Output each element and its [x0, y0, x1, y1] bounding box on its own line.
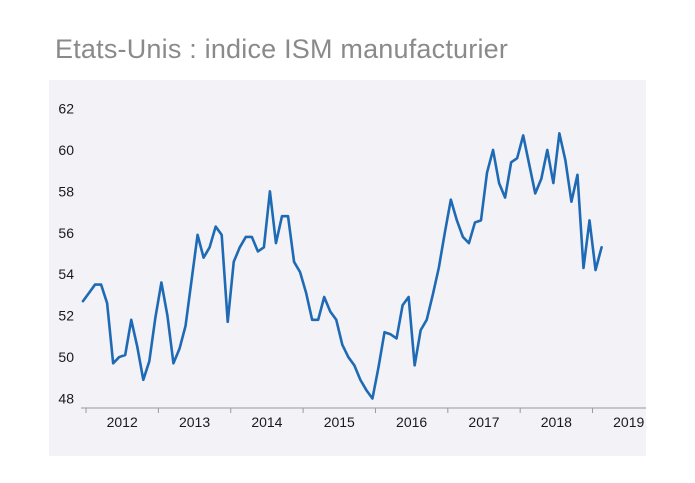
- series-layer: [81, 132, 603, 400]
- x-tick-label: 2013: [179, 414, 210, 430]
- x-tick-label: 2016: [396, 414, 427, 430]
- x-tick-label: 2019: [613, 414, 644, 430]
- y-tick-label: 54: [58, 266, 74, 282]
- x-tick-label: 2012: [107, 414, 138, 430]
- y-tick-label: 56: [58, 225, 74, 241]
- y-axis: 48 50 52 54 56 58 60 62: [58, 101, 74, 407]
- x-tick-label: 2018: [541, 414, 572, 430]
- x-tick-label: 2017: [468, 414, 499, 430]
- series-line: [81, 132, 603, 400]
- x-axis: 2012 2013 2014 2015 2016 2017 2018 2019: [81, 407, 646, 430]
- y-tick-label: 48: [58, 391, 74, 407]
- chart-title: Etats-Unis : indice ISM manufacturier: [55, 34, 509, 64]
- x-tick-label: 2014: [251, 414, 282, 430]
- y-tick-label: 62: [58, 101, 74, 117]
- y-tick-label: 58: [58, 183, 74, 199]
- y-tick-label: 60: [58, 142, 74, 158]
- y-tick-label: 50: [58, 349, 74, 365]
- y-tick-label: 52: [58, 308, 74, 324]
- x-tick-label: 2015: [324, 414, 355, 430]
- chart-panel: [49, 80, 646, 456]
